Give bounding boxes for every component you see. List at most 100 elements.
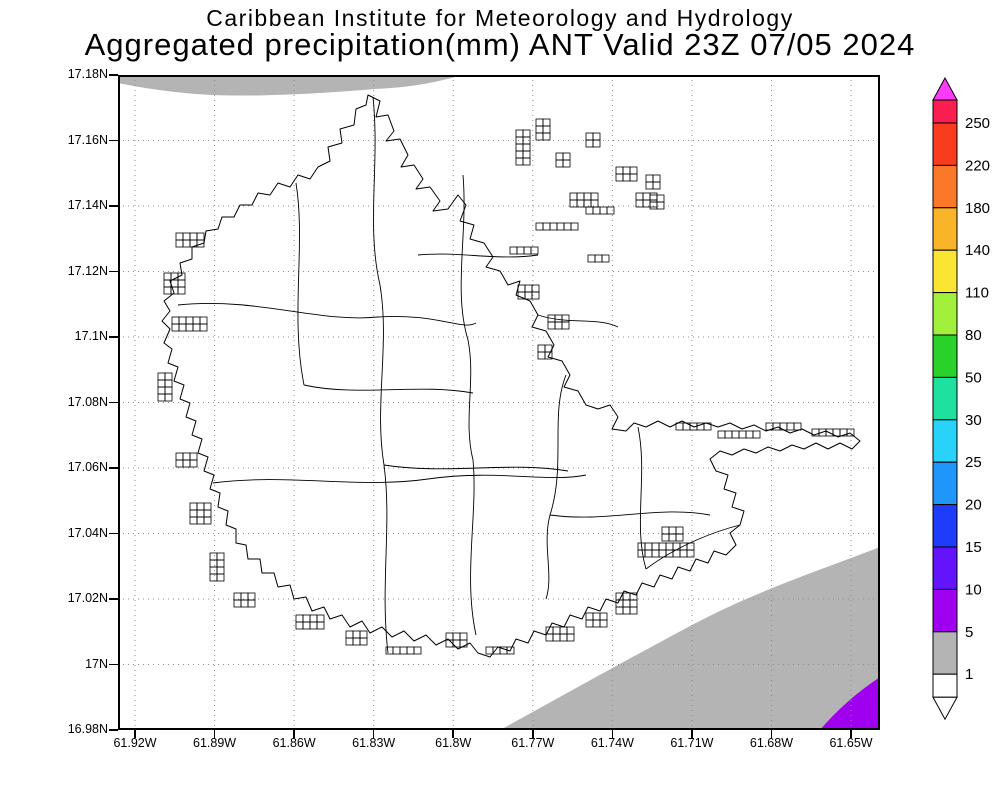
grid-cell [163, 272, 172, 281]
figure-title-institute: Caribbean Institute for Meteorology and … [206, 5, 794, 31]
grid-cell [209, 573, 218, 582]
colorbar-tick-label: 1 [965, 666, 973, 683]
grid-cell [192, 316, 201, 325]
grid-cell [569, 192, 578, 201]
grid-cell [668, 526, 677, 535]
grid-cell [182, 459, 191, 468]
grid-cell [295, 614, 304, 623]
x-axis-tick-label: 61.92W [113, 736, 157, 750]
grid-cell [590, 199, 599, 208]
y-axis-tick-mark [109, 205, 118, 207]
grid-cell [302, 614, 311, 623]
grid-cell [542, 222, 551, 231]
grid-cell [506, 646, 515, 655]
grid-cell [679, 549, 688, 558]
grid-cell [585, 206, 594, 215]
grid-cell [594, 254, 603, 263]
grid-cell [552, 633, 561, 642]
grid-cell [644, 542, 653, 551]
grid-cell [240, 599, 249, 608]
grid-cell [413, 646, 422, 655]
grid-cell [545, 633, 554, 642]
grid-cell [535, 118, 544, 127]
grid-cell [724, 430, 733, 439]
grid-cell [606, 206, 615, 215]
grid-cell [345, 630, 354, 639]
x-axis-tick-label: 61.86W [272, 736, 316, 750]
y-axis-tick-label: 17.1N [74, 329, 108, 343]
grid-cell [590, 192, 599, 201]
x-axis-tick-mark [770, 730, 773, 738]
grid-cell [635, 199, 644, 208]
grid-cell [406, 646, 415, 655]
grid-cell [542, 132, 551, 141]
x-axis-tick-label: 61.68W [749, 736, 794, 750]
grid-cell [615, 173, 624, 182]
grid-cell [185, 323, 194, 332]
grid-cell [452, 632, 461, 641]
y-axis-tick-mark [109, 532, 118, 535]
y-axis-tick-label: 17.06N [67, 460, 108, 474]
x-axis-tick-label: 61.77W [511, 736, 555, 750]
grid-cell [196, 232, 205, 241]
colorbar-tick-label: 110 [965, 285, 989, 302]
coastline [161, 94, 861, 658]
grid-cell [562, 159, 571, 168]
grid-cell [199, 323, 208, 332]
grid-cell [164, 379, 173, 388]
grid-cell [675, 533, 684, 542]
grid-cell [570, 222, 579, 231]
grid-cell [175, 232, 184, 241]
y-axis-tick-mark [109, 598, 118, 600]
grid-cell [216, 566, 225, 575]
grid-cell [555, 152, 564, 161]
colorbar-band [932, 631, 958, 675]
grid-cell [686, 549, 695, 558]
grid-cell [738, 430, 747, 439]
grid-cell [247, 599, 256, 608]
grid-cell [656, 201, 665, 210]
y-axis-tick-label: 16.98N [67, 722, 108, 736]
grid-cell [651, 549, 660, 558]
colorbar-band [932, 504, 958, 548]
y-axis-tick-mark [109, 663, 118, 666]
grid-cell [164, 393, 173, 402]
grid-cell [629, 166, 638, 175]
colorbar-band [932, 249, 958, 294]
grid-cell [544, 351, 553, 360]
grid-cell [786, 422, 795, 431]
grid-cell [233, 592, 242, 601]
x-axis-tick-label: 61.8W [435, 736, 472, 750]
grid-cell [561, 314, 570, 323]
grid-cell [554, 321, 563, 330]
grid-cell [585, 139, 594, 148]
grid-cell [209, 552, 218, 561]
colorbar-tick-label: 15 [965, 539, 982, 556]
grid-cell [592, 132, 601, 141]
grid-cell [642, 192, 651, 201]
grid-lines [118, 75, 880, 730]
grid-cell [189, 452, 198, 461]
grid-cell [583, 199, 592, 208]
figure-title-product: Aggregated precipitation(mm) ANT Valid 2… [84, 27, 916, 62]
grid-cell [717, 430, 726, 439]
x-axis-tick-mark [213, 730, 216, 738]
grid-cell [549, 222, 558, 231]
x-axis-tick-mark [134, 730, 136, 738]
map-plot-area [118, 75, 880, 730]
grid-cell [561, 321, 570, 330]
grid-cell [164, 372, 173, 381]
grid-cell [661, 533, 670, 542]
x-axis-tick-label: 61.71W [670, 736, 714, 750]
x-axis-tick-label: 61.65W [829, 736, 873, 750]
colorbar: 250 220 180 140 110 80 50 30 25 20 15 10 5 1 [932, 76, 990, 721]
colorbar-tick-label: 140 [965, 242, 990, 259]
grid-cell [178, 323, 187, 332]
colorbar-tick-label: 25 [965, 454, 982, 471]
x-axis-tick-mark [611, 730, 614, 738]
colorbar-band [932, 376, 958, 421]
grid-cell [515, 143, 524, 152]
grid-cell [189, 232, 198, 241]
shaded-region-southeast [500, 547, 880, 730]
grid-cell [615, 166, 624, 175]
